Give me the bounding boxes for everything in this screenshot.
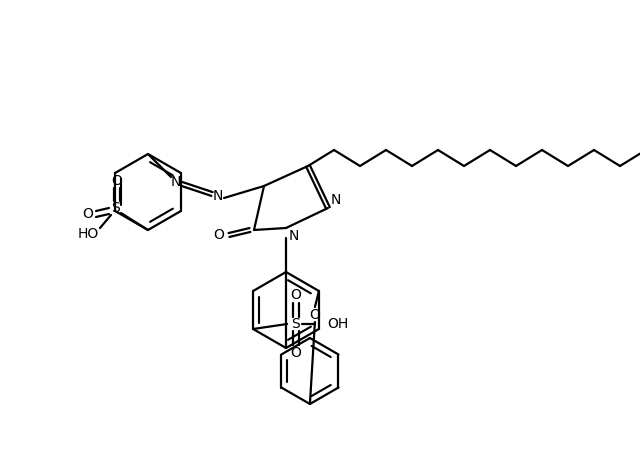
- Text: O: O: [291, 288, 301, 302]
- Text: O: O: [291, 346, 301, 360]
- Text: N: N: [213, 189, 223, 203]
- Text: S: S: [291, 317, 300, 331]
- Text: OH: OH: [327, 317, 348, 331]
- Text: N: N: [331, 193, 341, 207]
- Text: HO: HO: [77, 227, 99, 241]
- Text: N: N: [171, 175, 181, 189]
- Text: N: N: [289, 229, 299, 243]
- Text: O: O: [83, 207, 93, 221]
- Text: O: O: [111, 174, 122, 188]
- Text: S: S: [111, 201, 120, 215]
- Text: O: O: [214, 228, 225, 242]
- Text: O: O: [310, 308, 321, 322]
